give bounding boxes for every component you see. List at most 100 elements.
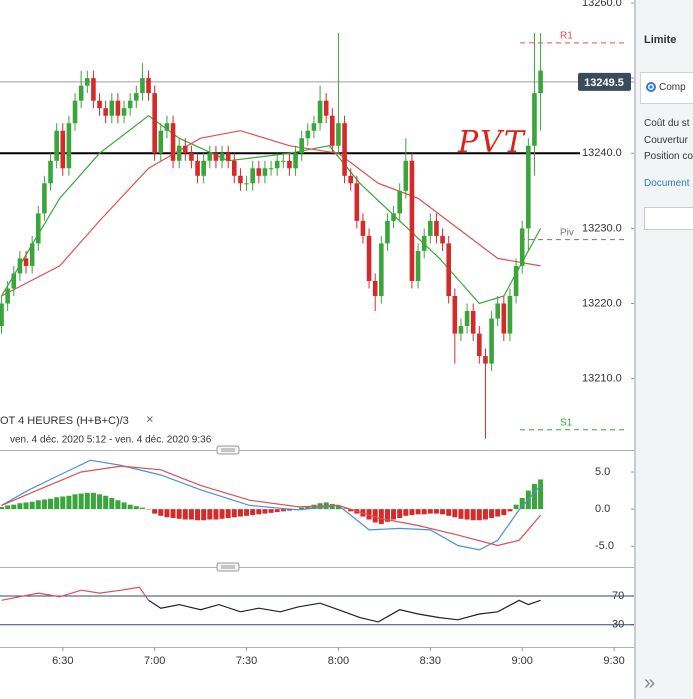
candle-body [495, 303, 501, 319]
candle-body [470, 311, 476, 334]
histogram-bar [268, 509, 274, 513]
order-type: Limite [644, 34, 677, 46]
candle-body [35, 213, 41, 244]
candle-body [403, 160, 409, 191]
histogram-bar [170, 509, 176, 519]
histogram-bar [109, 498, 115, 510]
candle-body [23, 258, 29, 266]
histogram-bar [60, 496, 66, 510]
candle-body [201, 160, 206, 176]
candle-body [262, 168, 268, 176]
candle-body [348, 175, 353, 184]
info-line: Coût du st [644, 118, 690, 129]
candle-body [507, 295, 513, 334]
indicator-line [0, 114, 542, 305]
histogram-bar [0, 506, 5, 510]
last-price-label: 13249.5 [584, 77, 624, 89]
histogram-bar [127, 504, 133, 510]
candle-body [317, 100, 323, 124]
histogram-bar [299, 507, 305, 510]
histogram-bar [464, 509, 470, 520]
histogram-bar [139, 507, 145, 510]
candle-body [152, 93, 157, 154]
candle-body [109, 100, 115, 116]
order-panel: Limite Comp Coût du st Couvertur Positio… [635, 0, 693, 699]
histogram-bar [48, 498, 54, 510]
candle-body [121, 108, 127, 116]
y-tick-label: 13220.0 [582, 297, 622, 309]
radio-box[interactable]: Comp [640, 72, 693, 104]
histogram-bar [305, 506, 311, 510]
grip[interactable] [216, 562, 240, 572]
candle-body [225, 153, 231, 161]
histogram-bar [531, 483, 537, 510]
histogram-bar [237, 509, 243, 517]
candle-body [250, 168, 255, 184]
candle-body [336, 123, 341, 146]
candle-body [311, 123, 317, 131]
expand-button[interactable]: » [644, 672, 656, 694]
histogram-bar [366, 509, 372, 520]
candle-body [103, 108, 108, 116]
histogram-bar [146, 509, 152, 510]
histogram-bar [378, 509, 384, 524]
histogram-bar [256, 509, 262, 515]
candle-body [189, 153, 194, 161]
candle-body [256, 168, 262, 176]
histogram-bar [507, 509, 513, 512]
histogram-bar [182, 509, 188, 520]
candle-body [5, 288, 10, 304]
candle-body [483, 356, 488, 364]
histogram-bar [427, 509, 433, 514]
candle-body [97, 100, 102, 109]
document-link[interactable]: Document [644, 178, 690, 189]
candle-body [274, 160, 280, 169]
grip[interactable] [216, 445, 240, 455]
candle-body [72, 100, 78, 124]
indicator-line [1, 586, 149, 601]
histogram-bar [176, 509, 182, 519]
candle-body [519, 228, 525, 266]
radio[interactable] [646, 82, 656, 92]
pivot-label: S1 [560, 417, 573, 428]
histogram-bar [121, 502, 127, 510]
candle-body [268, 168, 274, 170]
x-tick-label: 7:30 [236, 655, 257, 667]
candle-body [434, 220, 439, 236]
histogram-bar [409, 509, 415, 516]
histogram-bar [195, 509, 201, 521]
candle-body [458, 326, 464, 334]
candle-body [164, 123, 170, 131]
histogram-bar [158, 509, 164, 516]
y-tick-label: 5.0 [595, 466, 610, 478]
candle-body [244, 183, 249, 185]
histogram-bar [348, 509, 354, 512]
chart-area: OT 4 HEURES (H+B+C)/3 × ven. 4 déc. 2020… [0, 0, 635, 699]
input-box[interactable] [644, 207, 693, 230]
candle-body [17, 258, 23, 274]
histogram-bar [17, 503, 23, 510]
candle-body [464, 311, 470, 327]
histogram-bar [397, 509, 403, 519]
candle-body [305, 130, 311, 139]
candle-body [207, 153, 213, 161]
close-button[interactable]: × [146, 411, 154, 426]
last-price-box [578, 72, 631, 91]
date-range: ven. 4 déc. 2020 5:12 - ven. 4 déc. 2020… [10, 435, 212, 446]
x-tick-label: 8:30 [420, 655, 441, 667]
candle-body [489, 318, 494, 364]
candle-body [379, 243, 384, 296]
candle-body [170, 123, 176, 161]
candle-body [452, 295, 458, 334]
histogram-bar [84, 492, 90, 510]
histogram-bar [133, 506, 139, 510]
histogram-bar [219, 509, 225, 519]
y-tick-label: 13240.0 [582, 147, 622, 159]
candle-body [354, 183, 360, 221]
candle-body [42, 183, 47, 214]
histogram-bar [335, 505, 341, 510]
info-line: Couvertur [644, 135, 688, 146]
candle-body [133, 93, 139, 101]
candle-body [238, 175, 243, 184]
